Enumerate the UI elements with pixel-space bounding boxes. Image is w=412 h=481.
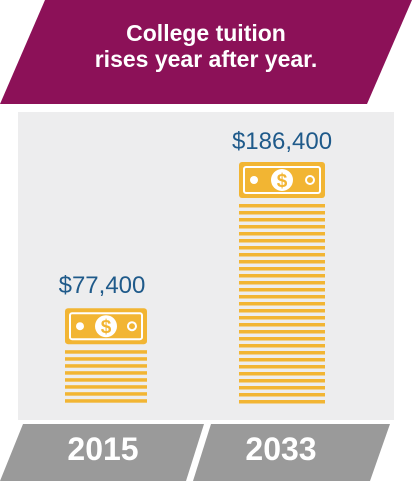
stack-line: [239, 393, 325, 397]
stack-line: [239, 218, 325, 222]
stack-line: [239, 281, 325, 285]
stack-line: [239, 253, 325, 257]
value-label-2033: $186,400: [231, 128, 333, 155]
stack-line: [65, 399, 147, 403]
stack-line: [239, 309, 325, 313]
stack-line: [65, 364, 147, 368]
stack-line: [239, 386, 325, 390]
stack-line: [239, 344, 325, 348]
stack-line: [65, 385, 147, 389]
stack-line: [239, 365, 325, 369]
stack-line: [239, 316, 325, 320]
stack-line: [239, 239, 325, 243]
title-line-2: rises year after year.: [94, 46, 318, 72]
stack-line: [65, 371, 147, 375]
stack-line: [239, 400, 325, 404]
year-label-2015: 2015: [67, 431, 139, 467]
stack-line: [239, 323, 325, 327]
stack-line: [239, 260, 325, 264]
value-label-2015: $77,400: [58, 272, 146, 299]
stack-line: [239, 274, 325, 278]
stack-line: [239, 379, 325, 383]
stack-line: [239, 372, 325, 376]
stack-line: [65, 350, 147, 354]
stack-line: [239, 302, 325, 306]
stack-line: [239, 267, 325, 271]
stack-line: [65, 378, 147, 382]
stack-line: [65, 357, 147, 361]
dollar-bill-icon: $: [65, 308, 147, 345]
stack-line: [239, 288, 325, 292]
svg-text:$: $: [277, 171, 288, 192]
stack-line: [239, 204, 325, 208]
stack-line: [239, 351, 325, 355]
stack-line: [239, 337, 325, 341]
title-banner: [0, 0, 412, 104]
stack-line: [239, 295, 325, 299]
stack-line: [239, 246, 325, 250]
title-line-1: College tuition: [126, 20, 286, 46]
chart-panel: [18, 112, 394, 420]
stack-line: [239, 232, 325, 236]
stack-line: [239, 358, 325, 362]
money-stack-2015: $: [65, 308, 147, 403]
year-footer-left: [0, 424, 204, 481]
svg-text:$: $: [101, 317, 112, 338]
chart-title: College tuition rises year after year.: [0, 20, 412, 72]
year-label-2033: 2033: [245, 431, 317, 467]
money-stack-2033: $: [239, 162, 325, 404]
dollar-bill-icon: $: [239, 162, 325, 198]
year-footer-right: [193, 424, 390, 481]
stack-line: [65, 392, 147, 396]
stack-line: [239, 225, 325, 229]
stack-line: [239, 211, 325, 215]
stack-line: [239, 330, 325, 334]
